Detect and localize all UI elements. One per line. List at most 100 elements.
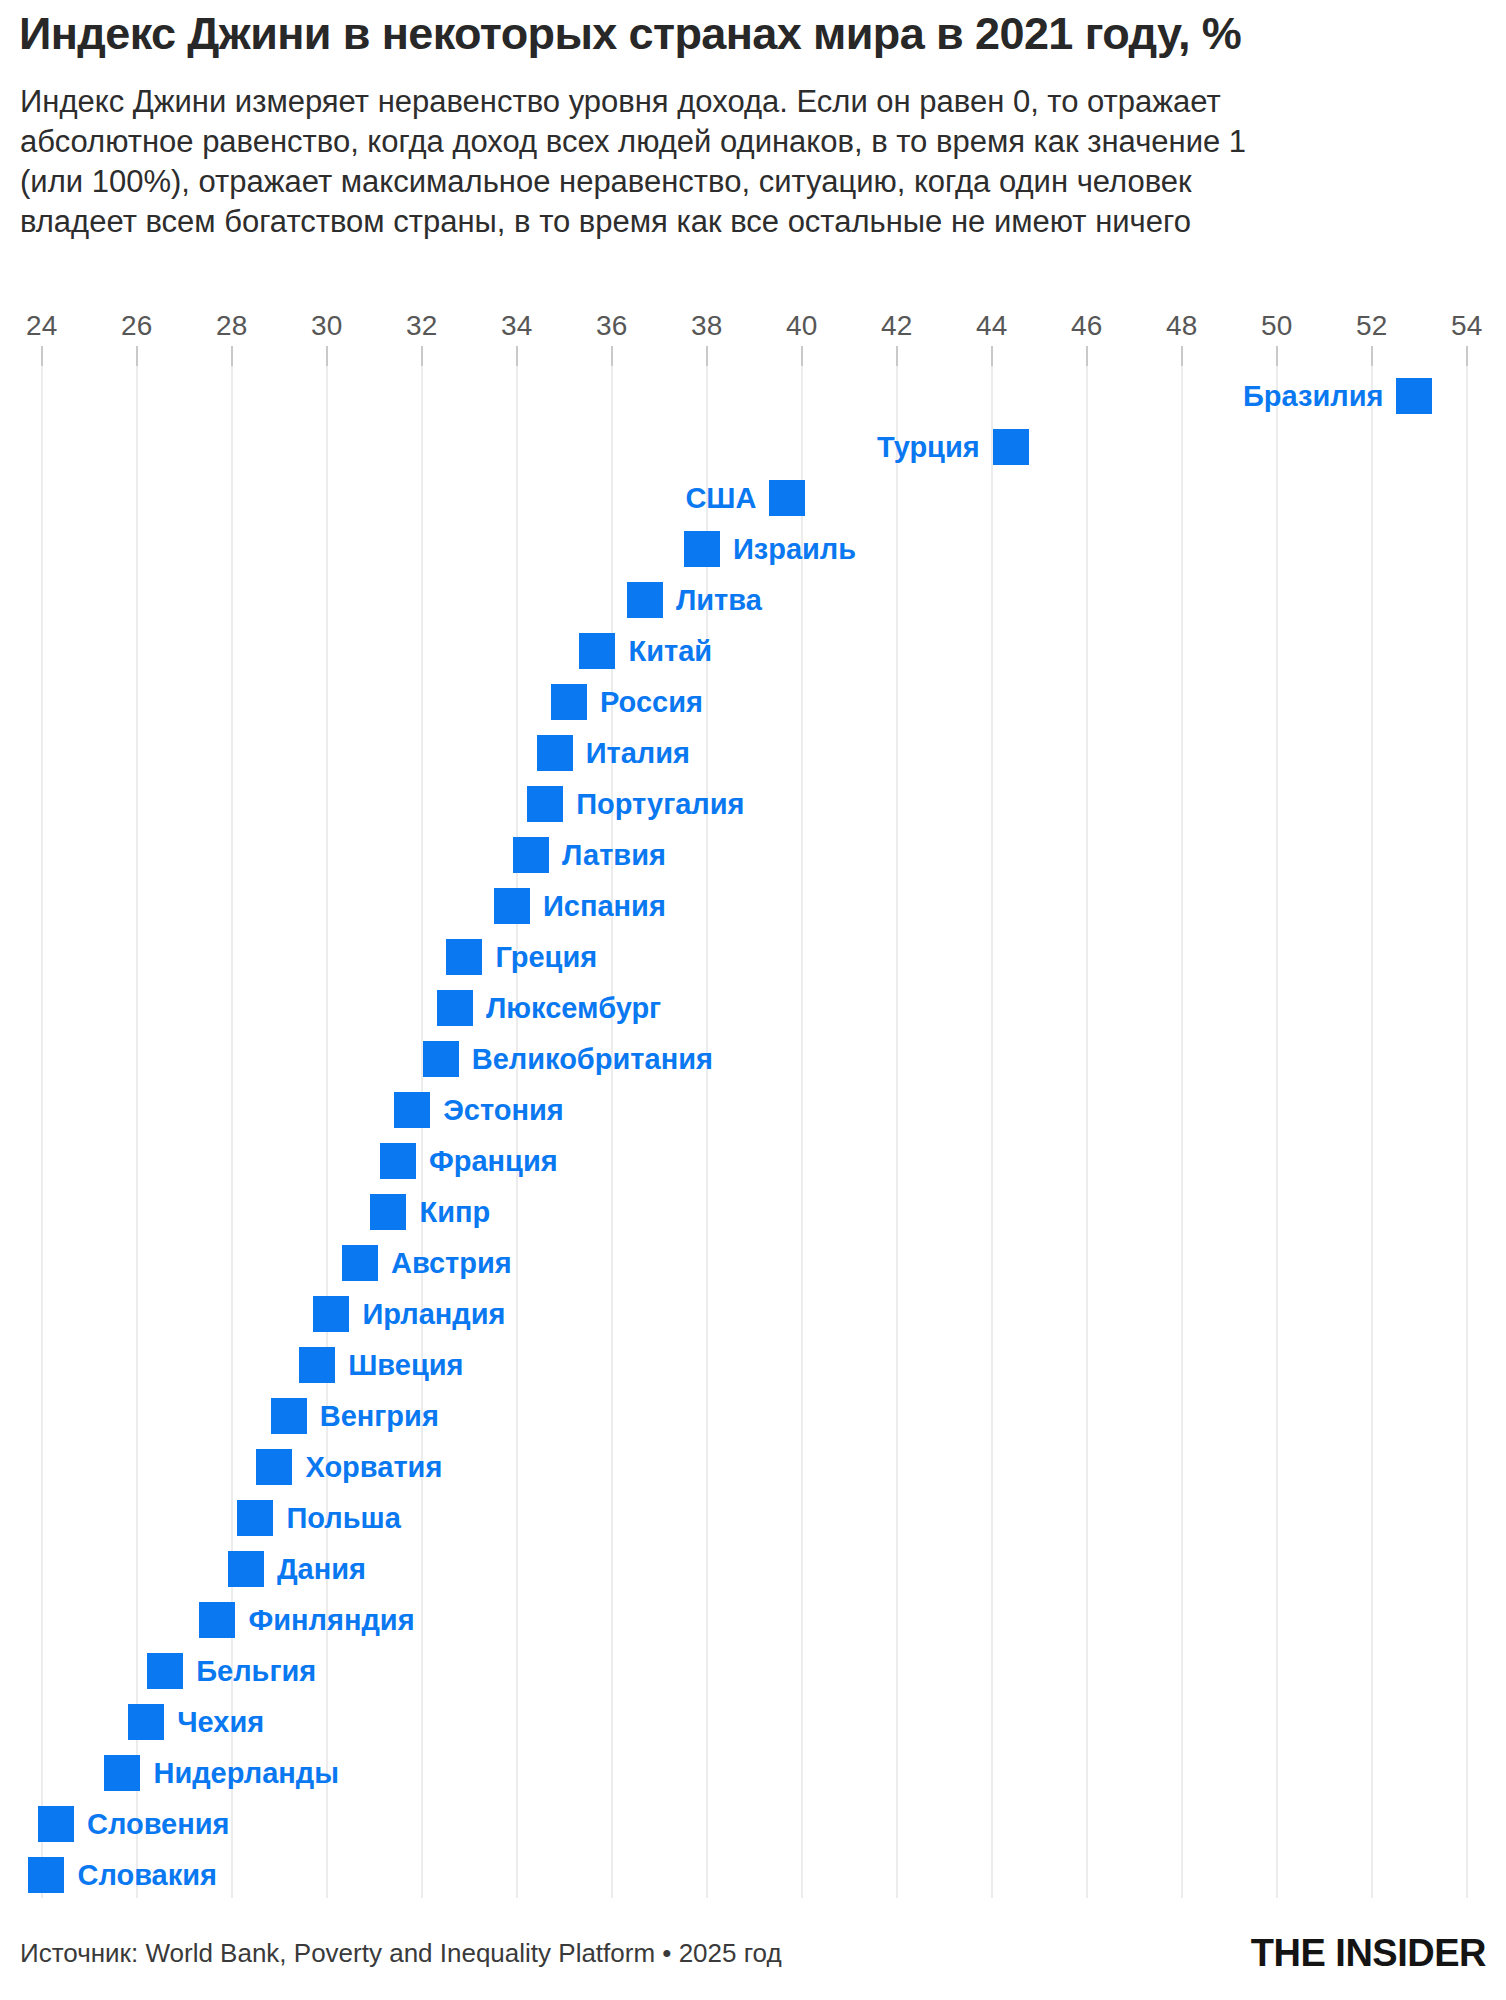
x-axis-tick xyxy=(136,346,138,366)
country-label: Люксембург xyxy=(486,990,661,1026)
x-axis-tick-label: 36 xyxy=(572,310,652,342)
x-axis-tick xyxy=(801,346,803,366)
data-point-marker[interactable] xyxy=(313,1296,349,1332)
gini-chart-page: Индекс Джини в некоторых странах мира в … xyxy=(0,0,1506,2000)
data-point-marker[interactable] xyxy=(446,939,482,975)
x-axis-tick-label: 52 xyxy=(1332,310,1412,342)
data-point-marker[interactable] xyxy=(342,1245,378,1281)
data-point-marker[interactable] xyxy=(237,1500,273,1536)
x-axis-tick-label: 26 xyxy=(97,310,177,342)
data-point-marker[interactable] xyxy=(437,990,473,1026)
data-point-marker[interactable] xyxy=(299,1347,335,1383)
gridline xyxy=(706,346,708,1898)
x-axis-tick-label: 46 xyxy=(1047,310,1127,342)
country-label: Нидерланды xyxy=(153,1755,339,1791)
country-label: Турция xyxy=(877,429,980,465)
x-axis-tick xyxy=(231,346,233,366)
data-point-marker[interactable] xyxy=(28,1857,64,1893)
x-axis-tick xyxy=(326,346,328,366)
data-point-marker[interactable] xyxy=(627,582,663,618)
x-axis-tick xyxy=(1086,346,1088,366)
x-axis-tick-label: 38 xyxy=(667,310,747,342)
country-label: Италия xyxy=(586,735,690,771)
x-axis-tick-label: 32 xyxy=(382,310,462,342)
x-axis-tick xyxy=(421,346,423,366)
data-point-marker[interactable] xyxy=(228,1551,264,1587)
country-label: Швеция xyxy=(348,1347,463,1383)
x-axis-tick-label: 30 xyxy=(287,310,367,342)
data-point-marker[interactable] xyxy=(1396,378,1432,414)
x-axis-tick xyxy=(611,346,613,366)
country-label: Эстония xyxy=(443,1092,564,1128)
country-label: Россия xyxy=(600,684,703,720)
data-point-marker[interactable] xyxy=(104,1755,140,1791)
data-point-marker[interactable] xyxy=(494,888,530,924)
data-point-marker[interactable] xyxy=(256,1449,292,1485)
gridline xyxy=(1371,346,1373,1898)
country-label: Бельгия xyxy=(196,1653,316,1689)
country-label: Великобритания xyxy=(472,1041,713,1077)
x-axis-tick-label: 54 xyxy=(1427,310,1506,342)
x-axis-tick xyxy=(1466,346,1468,366)
data-point-marker[interactable] xyxy=(537,735,573,771)
data-point-marker[interactable] xyxy=(38,1806,74,1842)
country-label: Франция xyxy=(429,1143,558,1179)
country-label: Португалия xyxy=(576,786,744,822)
country-label: Латвия xyxy=(562,837,666,873)
gini-dot-plot: 24262830323436384042444648505254Бразилия… xyxy=(0,0,1506,1910)
country-label: Чехия xyxy=(177,1704,264,1740)
data-point-marker[interactable] xyxy=(684,531,720,567)
gridline xyxy=(611,346,613,1898)
x-axis-tick xyxy=(991,346,993,366)
x-axis-tick xyxy=(1181,346,1183,366)
x-axis-tick xyxy=(1371,346,1373,366)
country-label: Хорватия xyxy=(305,1449,442,1485)
country-label: Словакия xyxy=(77,1857,217,1893)
data-point-marker[interactable] xyxy=(147,1653,183,1689)
x-axis-tick-label: 44 xyxy=(952,310,1032,342)
country-label: США xyxy=(685,480,756,516)
x-axis-tick xyxy=(706,346,708,366)
gridline xyxy=(326,346,328,1898)
data-point-marker[interactable] xyxy=(769,480,805,516)
country-label: Ирландия xyxy=(362,1296,505,1332)
data-point-marker[interactable] xyxy=(527,786,563,822)
country-label: Австрия xyxy=(391,1245,512,1281)
gridline xyxy=(801,346,803,1898)
data-point-marker[interactable] xyxy=(394,1092,430,1128)
x-axis-tick-label: 48 xyxy=(1142,310,1222,342)
gridline xyxy=(896,346,898,1898)
country-label: Греция xyxy=(495,939,597,975)
data-point-marker[interactable] xyxy=(579,633,615,669)
x-axis-tick-label: 50 xyxy=(1237,310,1317,342)
data-point-marker[interactable] xyxy=(993,429,1029,465)
x-axis-tick-label: 42 xyxy=(857,310,937,342)
data-point-marker[interactable] xyxy=(513,837,549,873)
x-axis-tick-label: 34 xyxy=(477,310,557,342)
gridline xyxy=(991,346,993,1898)
x-axis-tick xyxy=(896,346,898,366)
x-axis-tick-label: 28 xyxy=(192,310,272,342)
gridline xyxy=(1276,346,1278,1898)
gridline xyxy=(1181,346,1183,1898)
x-axis-tick-label: 24 xyxy=(2,310,82,342)
country-label: Дания xyxy=(277,1551,366,1587)
country-label: Венгрия xyxy=(320,1398,439,1434)
country-label: Испания xyxy=(543,888,666,924)
data-point-marker[interactable] xyxy=(380,1143,416,1179)
data-point-marker[interactable] xyxy=(423,1041,459,1077)
x-axis-tick xyxy=(41,346,43,366)
x-axis-tick-label: 40 xyxy=(762,310,842,342)
country-label: Израиль xyxy=(733,531,856,567)
data-point-marker[interactable] xyxy=(551,684,587,720)
data-point-marker[interactable] xyxy=(271,1398,307,1434)
data-point-marker[interactable] xyxy=(199,1602,235,1638)
country-label: Литва xyxy=(676,582,762,618)
data-point-marker[interactable] xyxy=(128,1704,164,1740)
country-label: Польша xyxy=(286,1500,400,1536)
data-point-marker[interactable] xyxy=(370,1194,406,1230)
gridline xyxy=(1086,346,1088,1898)
country-label: Финляндия xyxy=(248,1602,414,1638)
country-label: Кипр xyxy=(419,1194,490,1230)
gridline xyxy=(136,346,138,1898)
